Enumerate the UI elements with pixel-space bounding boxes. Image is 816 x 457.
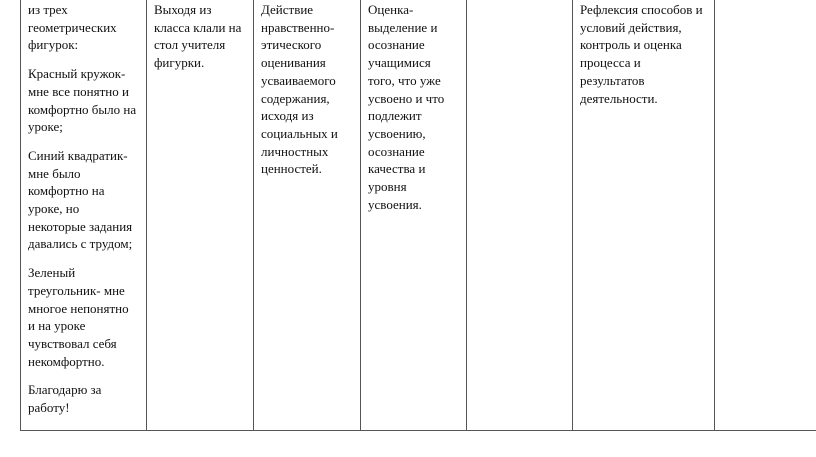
- text-line: осознание: [368, 143, 425, 159]
- text-line: мне было: [28, 165, 81, 181]
- cell-personal-uud: Действие нравственно-этического оценивания…: [253, 0, 360, 430]
- cell-reflection-method: из трех геометрических фигурок: Красный кру…: [20, 0, 146, 430]
- text-line: давались с трудом;: [28, 236, 133, 252]
- text-line: и на уроке: [28, 318, 86, 334]
- text-line: процесса и: [580, 55, 641, 71]
- text-line: оценивания: [261, 55, 326, 71]
- text-line: учащимися: [368, 55, 431, 71]
- text-line: усваиваемого: [261, 72, 336, 88]
- text-line: комфортно на: [28, 183, 105, 199]
- text-line: качества и: [368, 161, 426, 177]
- text-line: результатов: [580, 72, 645, 88]
- cell-cognitive-uud: Рефлексия способов и условий действия, кон…: [572, 0, 714, 430]
- text-line: исходя из: [261, 108, 314, 124]
- text-line: деятельности.: [580, 90, 658, 106]
- text-line: нравственно-: [261, 19, 335, 35]
- cell-procedure: Выходя из класса клали на стол учителя фигу…: [146, 0, 253, 430]
- paragraph: Красный кружок-мне все понятно и комфортн…: [28, 65, 146, 136]
- paragraph: Синий квадратик-мне было комфортно на урок…: [28, 147, 146, 253]
- text-line: Зеленый: [28, 265, 76, 281]
- paragraph: Зеленый треугольник- мне многое непонятно и…: [28, 264, 146, 370]
- text-line: контроль и оценка: [580, 37, 682, 53]
- paragraph: Оценка-выделение и осознание учащимися того…: [368, 1, 466, 213]
- text-line: некоторые задания: [28, 218, 133, 234]
- text-line: Синий квадратик-: [28, 147, 128, 163]
- text-line: усвоения.: [368, 196, 422, 212]
- text-line: ценностей.: [261, 161, 322, 177]
- text-line: мне все понятно и: [28, 83, 129, 99]
- text-line: того, что уже: [368, 72, 441, 88]
- text-line: Выходя из: [154, 2, 212, 17]
- text-line: класса клали на: [154, 19, 242, 35]
- text-line: выделение и: [368, 19, 438, 35]
- text-line: фигурки.: [154, 55, 205, 71]
- text-line: условий действия,: [580, 19, 682, 35]
- text-line: уровня: [368, 179, 407, 195]
- text-line: комфортно было на: [28, 101, 137, 117]
- text-line: треугольник- мне: [28, 282, 125, 298]
- text-line: этического: [261, 37, 322, 53]
- cell-empty: [466, 0, 572, 430]
- paragraph: Рефлексия способов и условий действия, кон…: [580, 1, 714, 107]
- text-line: подлежит: [368, 108, 422, 124]
- paragraph: из трех геометрических фигурок:: [28, 1, 146, 54]
- text-line: усвоению,: [368, 125, 426, 141]
- text-line: Действие: [261, 2, 314, 17]
- text-line: работу!: [28, 400, 70, 416]
- text-line: стол учителя: [154, 37, 226, 53]
- paragraph: Действие нравственно-этического оценивания…: [261, 1, 360, 178]
- text-line: из трех: [28, 2, 68, 17]
- text-line: Рефлексия способов и: [580, 2, 703, 17]
- text-line: осознание: [368, 37, 425, 53]
- text-line: содержания,: [261, 90, 330, 106]
- paragraph: Благодарю за работу!: [28, 381, 146, 416]
- text-line: Благодарю за: [28, 382, 102, 398]
- text-line: Красный кружок-: [28, 66, 126, 82]
- text-line: уроке;: [28, 119, 63, 135]
- cell-regulatory-uud: Оценка-выделение и осознание учащимися того…: [360, 0, 466, 430]
- paragraph: Выходя из класса клали на стол учителя фигу…: [154, 1, 253, 72]
- text-line: фигурок:: [28, 37, 79, 53]
- text-line: усвоено и что: [368, 90, 445, 106]
- text-line: некомфортно.: [28, 353, 105, 369]
- text-line: уроке, но: [28, 201, 80, 217]
- text-line: личностных: [261, 143, 329, 159]
- cell-empty-last: [714, 0, 816, 430]
- lesson-table: из трех геометрических фигурок: Красный кру…: [20, 0, 816, 431]
- text-line: социальных и: [261, 125, 338, 141]
- text-line: Оценка-: [368, 2, 414, 17]
- text-line: геометрических: [28, 19, 117, 35]
- text-line: многое непонятно: [28, 300, 129, 316]
- text-line: чувствовал себя: [28, 335, 117, 351]
